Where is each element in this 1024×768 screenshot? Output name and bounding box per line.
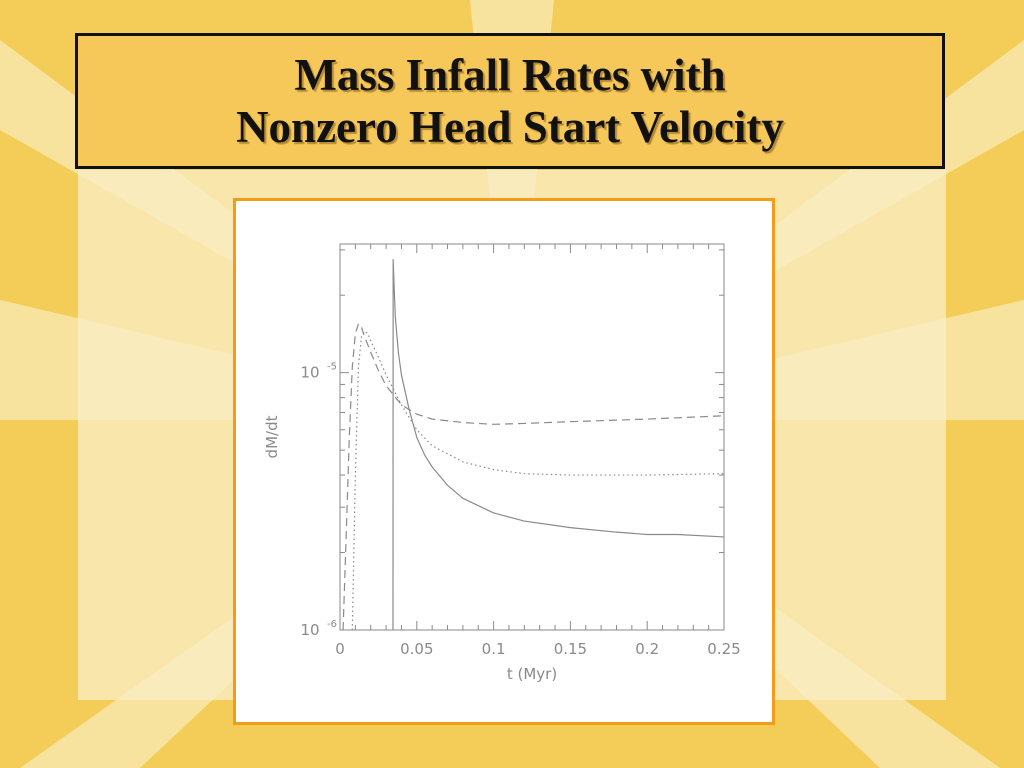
y-tick-label-base: 10 xyxy=(300,621,319,639)
x-tick-label: 0.05 xyxy=(400,640,433,658)
y-tick-label-exponent: -6 xyxy=(327,619,337,630)
y-tick-label-base: 10 xyxy=(300,364,319,382)
series-line-solid xyxy=(392,259,725,631)
infall-rate-chart: 0 0.05 0.1 0.15 0.2 0.25 10 -6 10 -5 t (Myr) dM/d… xyxy=(263,243,741,683)
x-tick-label: 0.2 xyxy=(635,640,659,658)
slide-title-box: Mass Infall Rates with Nonzero Head Star… xyxy=(75,33,945,169)
slide-title-line-1: Mass Infall Rates with xyxy=(294,50,726,100)
chart-frame: 0 0.05 0.1 0.15 0.2 0.25 10 -6 10 -5 t (Myr) dM/d… xyxy=(233,198,775,725)
series-line-dotted xyxy=(351,330,725,631)
y-axis-title: dM/dt xyxy=(263,415,281,458)
x-tick-label: 0 xyxy=(335,640,345,658)
x-tick-label: 0.1 xyxy=(482,640,506,658)
x-axis-title: t (Myr) xyxy=(507,665,557,683)
plot-area-border xyxy=(339,243,725,631)
slide-title-line-2: Nonzero Head Start Velocity xyxy=(236,102,784,152)
series-line-dashed xyxy=(342,323,725,631)
y-tick-label-exponent: -5 xyxy=(327,362,337,373)
x-tick-label: 0.25 xyxy=(707,640,740,658)
x-tick-label: 0.15 xyxy=(554,640,587,658)
y-tick-label: 10 -6 xyxy=(300,619,337,639)
y-tick-label: 10 -5 xyxy=(300,362,337,382)
